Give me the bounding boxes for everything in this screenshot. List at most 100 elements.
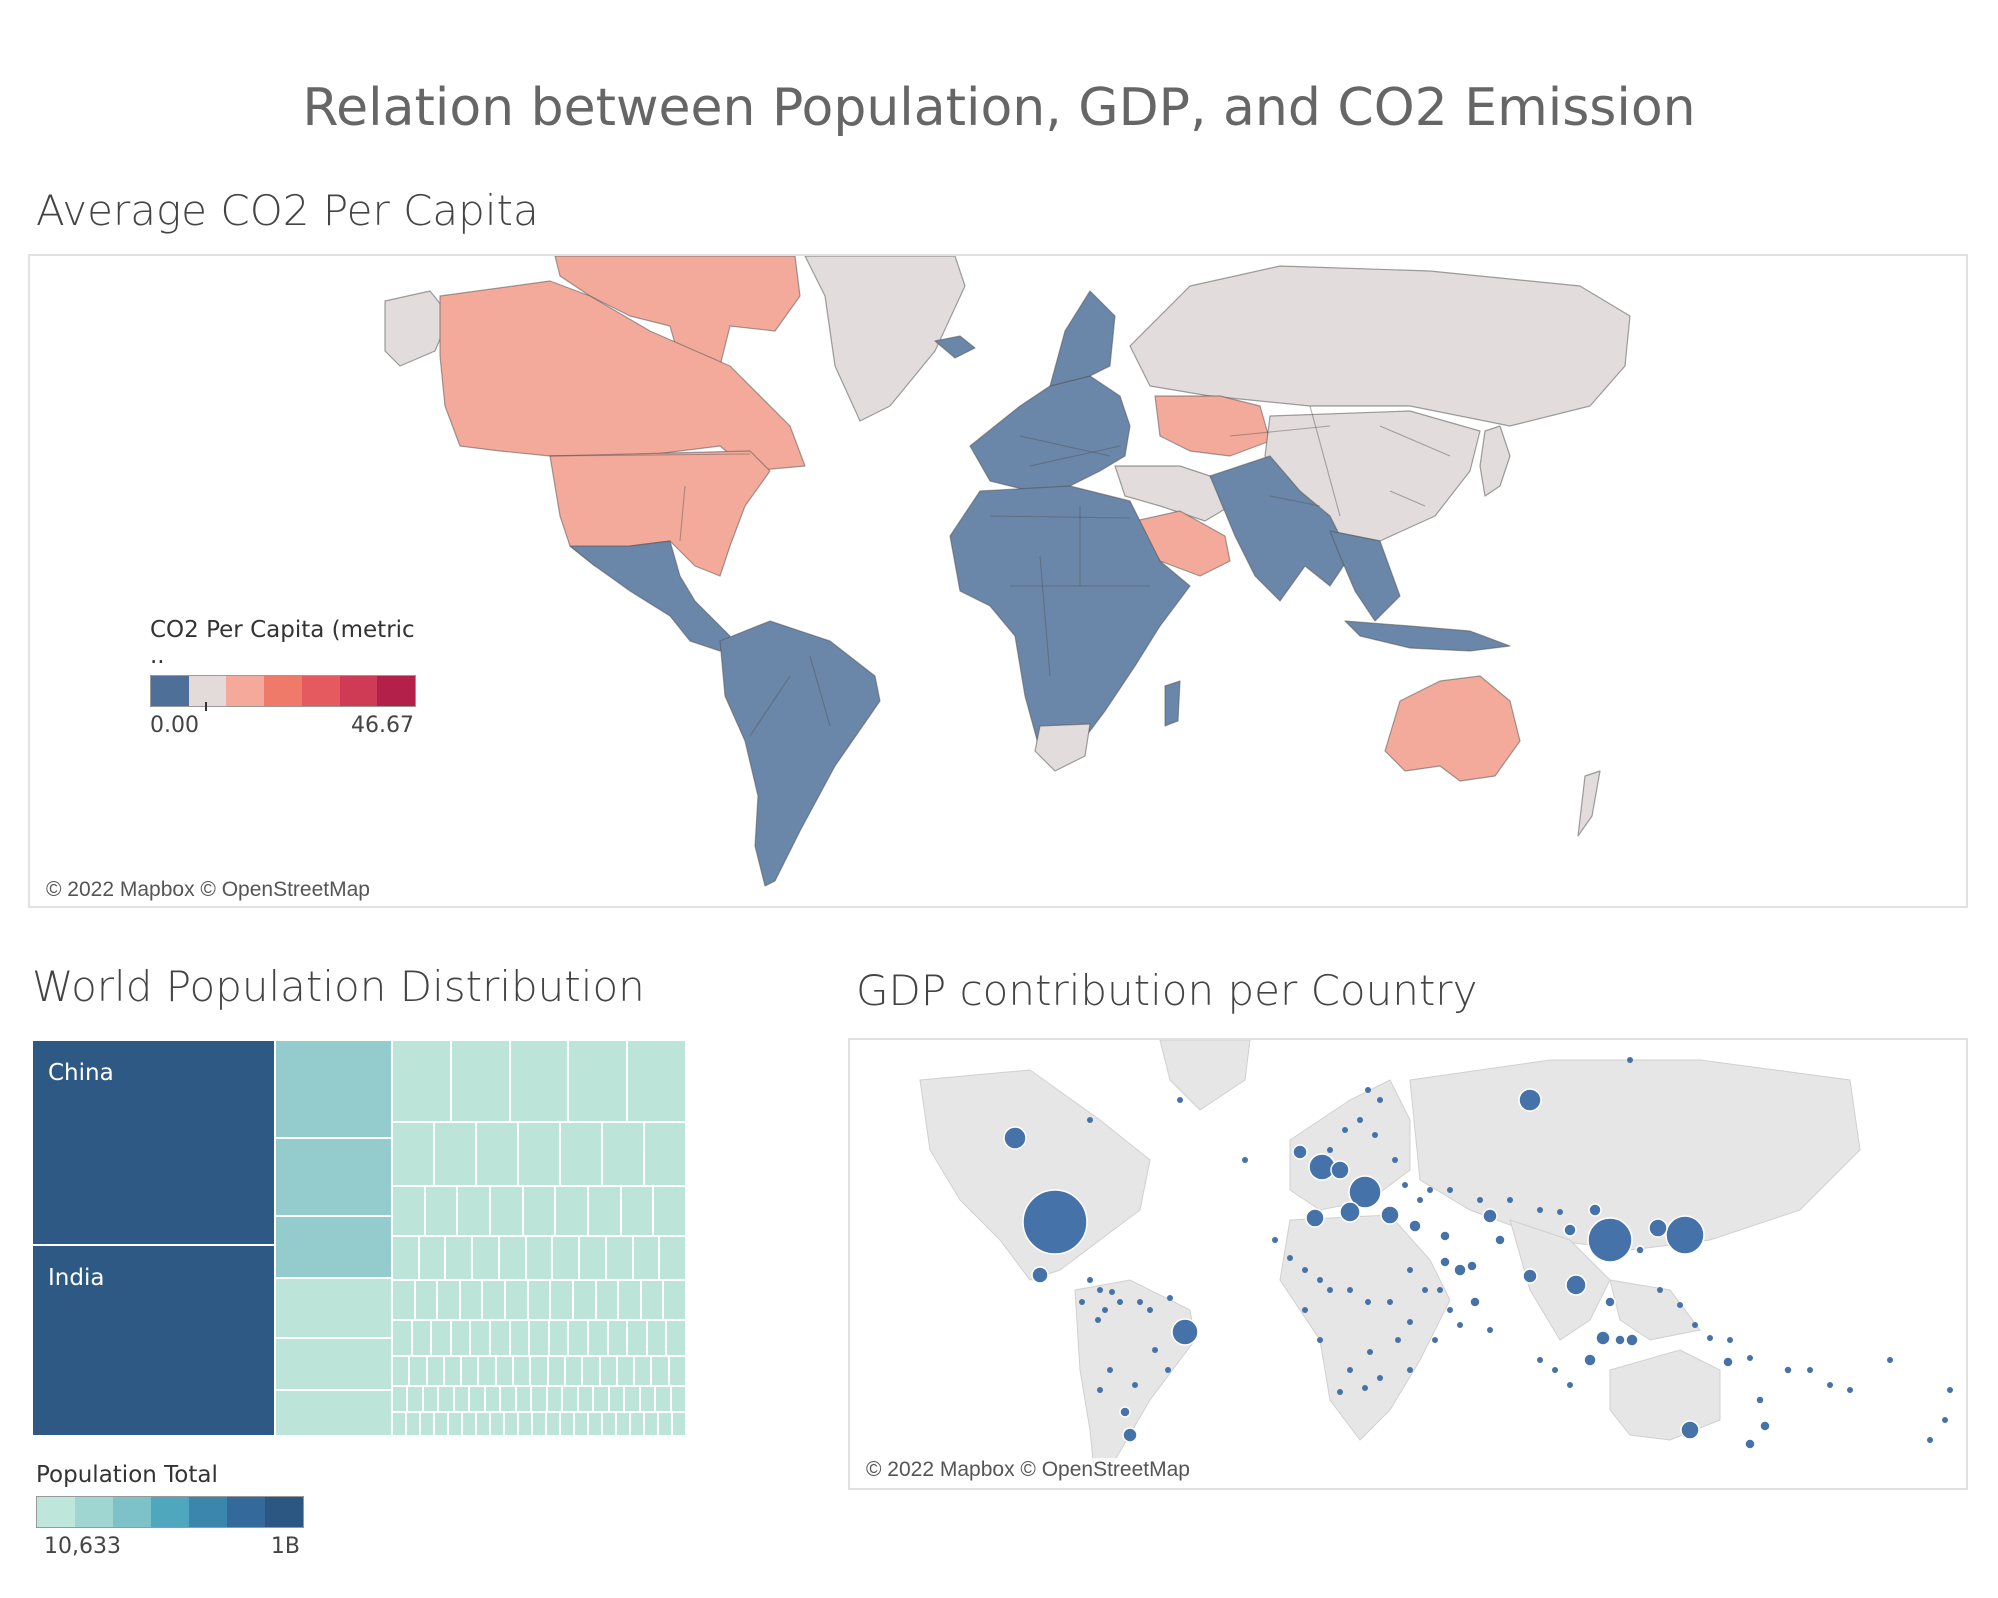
co2-map-panel[interactable]: © 2022 Mapbox © OpenStreetMap CO2 Per Ca… <box>28 254 1968 908</box>
gdp-bubble-small[interactable] <box>1677 1302 1683 1308</box>
gdp-bubble[interactable] <box>1648 1218 1668 1238</box>
treemap-cell[interactable] <box>275 1040 392 1138</box>
treemap-cell[interactable] <box>562 1386 578 1412</box>
treemap-cell[interactable] <box>620 1186 654 1236</box>
gdp-bubble-small[interactable] <box>1437 1287 1443 1293</box>
treemap-cell[interactable] <box>572 1280 596 1320</box>
gdp-bubble[interactable] <box>1755 1395 1765 1405</box>
treemap-cell[interactable] <box>437 1280 460 1320</box>
gdp-bubble[interactable] <box>1022 1189 1088 1255</box>
gdp-bubble-small[interactable] <box>1317 1337 1323 1343</box>
gdp-bubble-small[interactable] <box>1707 1335 1713 1341</box>
co2-legend[interactable]: CO2 Per Capita (metric .. 0.00 46.67 <box>150 617 420 738</box>
gdp-map-canvas[interactable] <box>850 1040 1966 1488</box>
population-treemap[interactable]: China India <box>32 1040 686 1436</box>
treemap-cell[interactable] <box>530 1356 548 1386</box>
treemap-cell[interactable] <box>438 1386 454 1412</box>
treemap-cell[interactable] <box>588 1320 608 1356</box>
treemap-cell[interactable] <box>448 1412 462 1436</box>
treemap-cell[interactable] <box>582 1356 600 1386</box>
treemap-cell[interactable] <box>498 1236 526 1280</box>
treemap-cell[interactable] <box>588 1186 621 1236</box>
gdp-bubble-small[interactable] <box>1947 1387 1953 1393</box>
gdp-bubble-small[interactable] <box>1117 1299 1123 1305</box>
treemap-cell[interactable] <box>275 1390 392 1436</box>
gdp-bubble[interactable] <box>1482 1208 1498 1224</box>
treemap-cell[interactable] <box>392 1280 415 1320</box>
gdp-bubble-small[interactable] <box>1537 1357 1543 1363</box>
country-scandinavia[interactable] <box>1049 290 1116 387</box>
gdp-bubble-small[interactable] <box>1372 1132 1378 1138</box>
treemap-cell[interactable] <box>424 1186 458 1236</box>
gdp-bubble-small[interactable] <box>1377 1097 1383 1103</box>
treemap-cell[interactable] <box>513 1356 531 1386</box>
treemap-cell[interactable] <box>546 1386 563 1412</box>
gdp-bubble-small[interactable] <box>1567 1382 1573 1388</box>
treemap-cell[interactable] <box>588 1412 602 1436</box>
gdp-bubble[interactable] <box>1565 1274 1587 1296</box>
treemap-cell[interactable] <box>639 1386 656 1412</box>
treemap-cell[interactable] <box>392 1386 408 1412</box>
treemap-cell[interactable] <box>632 1236 660 1280</box>
treemap-cell[interactable] <box>574 1412 588 1436</box>
gdp-bubble-small[interactable] <box>1727 1337 1733 1343</box>
gdp-bubble[interactable] <box>1171 1318 1199 1346</box>
treemap-cell[interactable] <box>459 1280 483 1320</box>
treemap-cell[interactable] <box>515 1386 532 1412</box>
treemap-cell[interactable] <box>461 1356 479 1386</box>
treemap-cell-india[interactable] <box>32 1245 275 1436</box>
gdp-bubble[interactable] <box>1339 1201 1361 1223</box>
gdp-bubble-small[interactable] <box>1147 1307 1153 1313</box>
gdp-bubble-small[interactable] <box>1165 1367 1171 1373</box>
gdp-bubble-small[interactable] <box>1337 1389 1343 1395</box>
gdp-bubble-small[interactable] <box>1347 1287 1353 1293</box>
treemap-cell[interactable] <box>418 1236 446 1280</box>
gdp-bubble[interactable] <box>1466 1260 1478 1272</box>
treemap-cell[interactable] <box>568 1320 588 1356</box>
country-se-asia[interactable] <box>1329 530 1401 622</box>
treemap-cell[interactable] <box>525 1236 553 1280</box>
treemap-cell[interactable] <box>602 1412 616 1436</box>
gdp-bubble[interactable] <box>1031 1266 1049 1284</box>
gdp-bubble[interactable] <box>1563 1223 1577 1237</box>
treemap-cell[interactable] <box>518 1122 560 1186</box>
treemap-cell[interactable] <box>560 1122 602 1186</box>
treemap-cell[interactable] <box>577 1386 594 1412</box>
treemap-cell[interactable] <box>595 1280 619 1320</box>
gdp-bubble-small[interactable] <box>1447 1187 1453 1193</box>
gdp-bubble-small[interactable] <box>1942 1417 1948 1423</box>
gdp-bubble[interactable] <box>1588 1203 1602 1217</box>
treemap-cell[interactable] <box>548 1320 569 1356</box>
treemap-cell[interactable] <box>275 1138 392 1216</box>
treemap-cell[interactable] <box>445 1236 473 1280</box>
treemap-cell[interactable] <box>670 1386 686 1412</box>
gdp-bubble-small[interactable] <box>1365 1087 1371 1093</box>
gdp-bubble-small[interactable] <box>1109 1289 1115 1295</box>
treemap-cell[interactable] <box>509 1320 530 1356</box>
gdp-bubble-small[interactable] <box>1302 1267 1308 1273</box>
treemap-cell[interactable] <box>668 1356 686 1386</box>
gdp-bubble-small[interactable] <box>1302 1307 1308 1313</box>
gdp-bubble-small[interactable] <box>1422 1287 1428 1293</box>
gdp-bubble[interactable] <box>1665 1215 1705 1255</box>
treemap-cell[interactable] <box>490 1320 510 1356</box>
treemap-cell[interactable] <box>532 1412 546 1436</box>
gdp-bubble-small[interactable] <box>1407 1367 1413 1373</box>
gdp-bubble[interactable] <box>1453 1263 1467 1277</box>
treemap-cell[interactable] <box>392 1122 434 1186</box>
country-south-america[interactable] <box>719 620 881 887</box>
gdp-bubble-small[interactable] <box>1627 1057 1633 1063</box>
treemap-cell[interactable] <box>453 1386 470 1412</box>
treemap-cell[interactable] <box>490 1186 523 1236</box>
gdp-bubble-small[interactable] <box>1342 1127 1348 1133</box>
treemap-cell[interactable] <box>644 1412 658 1436</box>
treemap-cell[interactable] <box>476 1122 518 1186</box>
treemap-cell[interactable] <box>529 1320 549 1356</box>
gdp-bubble-small[interactable] <box>1095 1317 1101 1323</box>
gdp-bubble-small[interactable] <box>1747 1355 1753 1361</box>
treemap-cell[interactable] <box>275 1216 392 1278</box>
treemap-cell[interactable] <box>653 1186 686 1236</box>
country-madagascar[interactable] <box>1164 680 1181 727</box>
gdp-bubble-small[interactable] <box>1087 1117 1093 1123</box>
gdp-bubble-small[interactable] <box>1847 1387 1853 1393</box>
